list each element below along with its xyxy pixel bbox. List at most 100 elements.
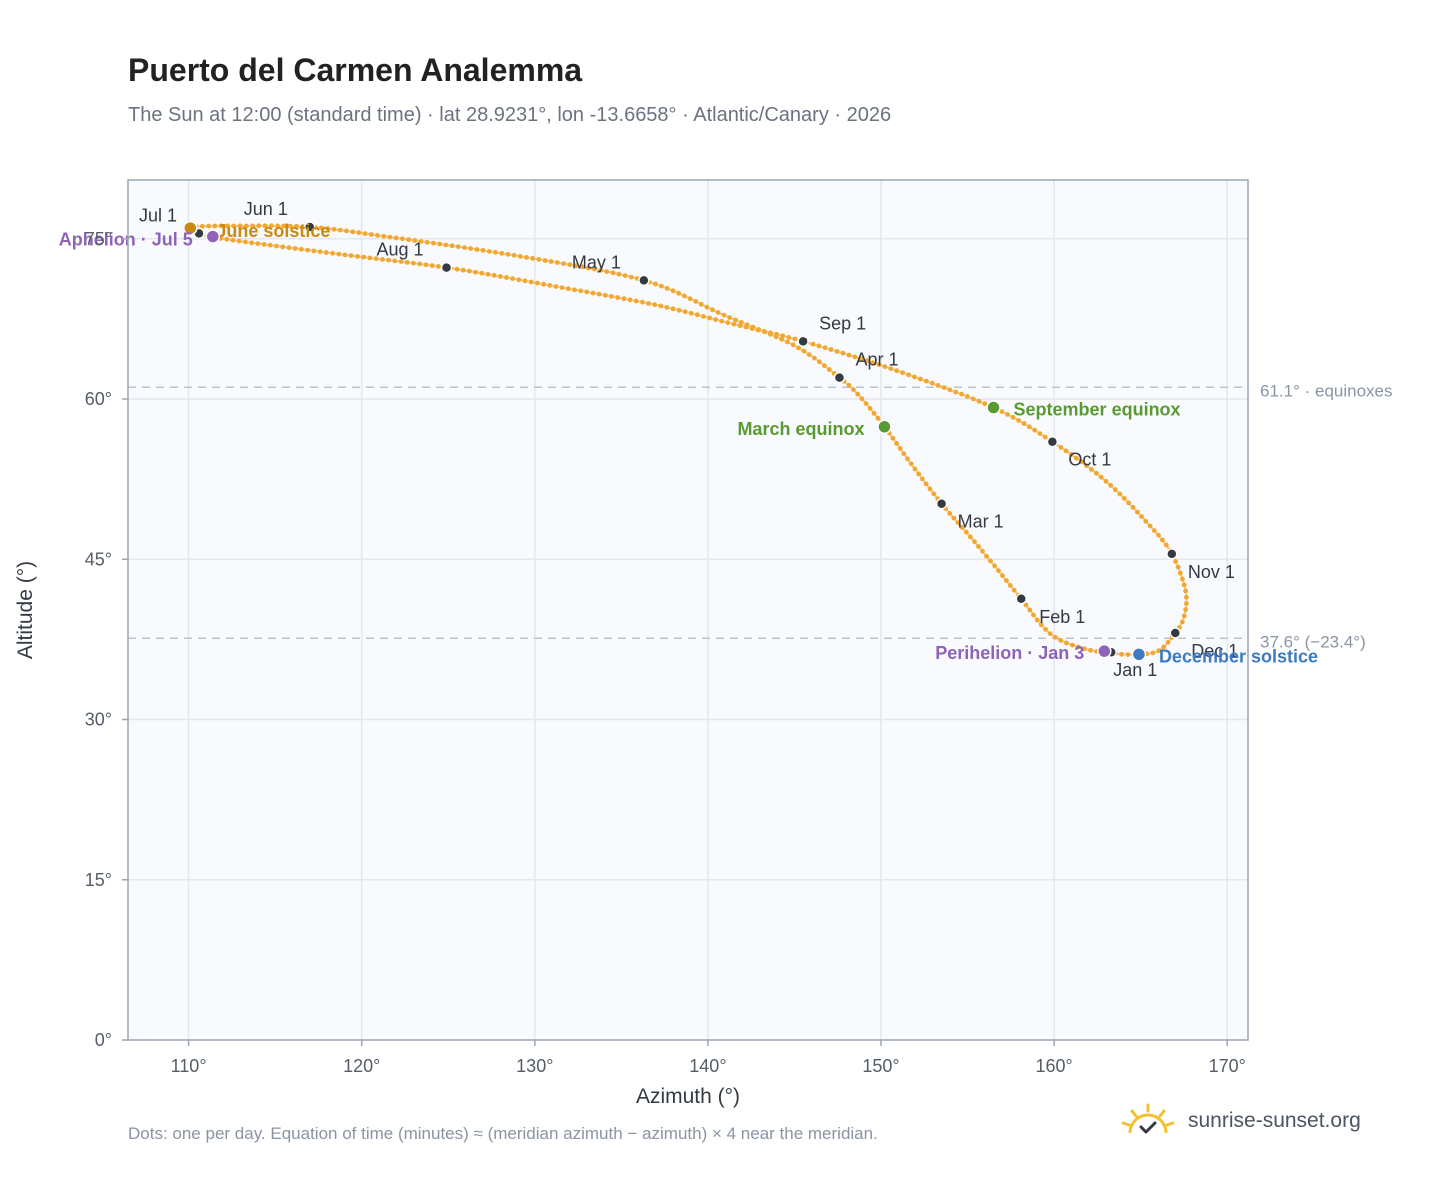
y-tick-label: 15° bbox=[85, 870, 112, 890]
daily-dot bbox=[1119, 651, 1124, 657]
month-marker bbox=[638, 274, 650, 287]
event-label: Aphelion · Jul 5 bbox=[59, 230, 193, 250]
daily-dot bbox=[585, 265, 591, 271]
daily-dot bbox=[984, 553, 989, 559]
daily-dot bbox=[528, 279, 534, 285]
daily-dot bbox=[1031, 612, 1036, 618]
daily-dot bbox=[1147, 523, 1153, 529]
event-marker bbox=[986, 400, 1001, 415]
daily-dot bbox=[480, 248, 486, 253]
daily-dot bbox=[417, 261, 423, 267]
x-tick-label: 130° bbox=[516, 1056, 553, 1076]
daily-dot bbox=[323, 250, 329, 255]
month-label: Jul 1 bbox=[139, 205, 177, 225]
daily-dot bbox=[1076, 644, 1081, 650]
daily-dot bbox=[1163, 542, 1169, 548]
daily-dot bbox=[610, 270, 616, 276]
daily-dot bbox=[1000, 573, 1005, 578]
daily-dot bbox=[737, 323, 743, 329]
brand[interactable]: sunrise-sunset.org bbox=[1120, 1103, 1361, 1139]
daily-dot bbox=[890, 435, 896, 441]
daily-dot bbox=[817, 359, 822, 365]
daily-dot bbox=[1181, 582, 1187, 588]
daily-dot bbox=[701, 314, 706, 319]
daily-dot bbox=[1073, 455, 1079, 461]
daily-dot bbox=[743, 324, 749, 330]
daily-dot bbox=[381, 233, 387, 239]
daily-dot bbox=[262, 223, 268, 229]
daily-dot bbox=[1151, 528, 1157, 533]
y-axis-label: Altitude (°) bbox=[14, 561, 37, 659]
daily-dot bbox=[652, 302, 658, 308]
reference-line-label: 37.6° (−23.4°) bbox=[1260, 632, 1366, 651]
daily-dot bbox=[801, 348, 807, 354]
daily-dot bbox=[871, 410, 877, 416]
daily-dot bbox=[454, 266, 460, 272]
daily-dot bbox=[927, 486, 933, 492]
daily-dot bbox=[1027, 424, 1032, 430]
daily-dot bbox=[941, 385, 947, 390]
daily-dot bbox=[955, 520, 961, 526]
daily-dot bbox=[900, 370, 905, 376]
daily-dot bbox=[1121, 496, 1127, 501]
daily-dot bbox=[1180, 619, 1185, 625]
daily-dot bbox=[567, 262, 573, 268]
daily-dot bbox=[317, 249, 323, 255]
daily-dot bbox=[627, 297, 633, 303]
event-label: September equinox bbox=[1014, 400, 1181, 420]
daily-dot bbox=[598, 267, 604, 273]
daily-dot bbox=[687, 296, 693, 302]
daily-dot bbox=[565, 286, 571, 292]
month-label: Aug 1 bbox=[377, 240, 424, 260]
daily-dot bbox=[267, 242, 273, 248]
daily-dot bbox=[1034, 617, 1040, 623]
daily-dot bbox=[749, 326, 755, 331]
daily-dot bbox=[972, 539, 977, 545]
daily-dot bbox=[855, 391, 861, 397]
daily-dot bbox=[999, 409, 1005, 414]
daily-dot bbox=[386, 257, 391, 263]
sun-logo-icon bbox=[1121, 1103, 1175, 1134]
daily-dot bbox=[1027, 607, 1033, 613]
daily-dot bbox=[579, 264, 585, 270]
reference-line-label: 61.1° · equinoxes bbox=[1260, 381, 1393, 400]
daily-dot bbox=[1088, 647, 1093, 653]
daily-dot bbox=[1139, 514, 1144, 519]
daily-dot bbox=[436, 264, 441, 269]
daily-dot bbox=[894, 368, 900, 374]
daily-dot bbox=[400, 236, 405, 242]
daily-dot bbox=[725, 320, 731, 326]
daily-dot bbox=[733, 317, 738, 323]
daily-dot bbox=[628, 274, 634, 280]
daily-dot bbox=[375, 233, 380, 238]
daily-dot bbox=[535, 280, 540, 286]
daily-dot bbox=[912, 374, 917, 380]
daily-dot bbox=[976, 544, 981, 549]
daily-dot bbox=[355, 254, 360, 259]
daily-dot bbox=[224, 236, 230, 242]
daily-dot bbox=[670, 306, 676, 312]
daily-dot bbox=[947, 387, 953, 393]
daily-dot bbox=[411, 260, 416, 266]
daily-dot bbox=[455, 244, 461, 250]
daily-dot bbox=[622, 273, 628, 278]
daily-dot bbox=[449, 243, 455, 249]
daily-dot bbox=[816, 343, 822, 349]
daily-dot bbox=[300, 224, 306, 230]
daily-dot bbox=[947, 511, 953, 516]
daily-dot bbox=[406, 237, 411, 243]
month-label: Dec 1 bbox=[1191, 641, 1238, 661]
daily-dot bbox=[380, 257, 385, 262]
daily-dot bbox=[970, 396, 976, 402]
event-marker bbox=[1097, 643, 1112, 659]
daily-dot bbox=[786, 335, 792, 340]
daily-dot bbox=[305, 247, 311, 253]
daily-dot bbox=[243, 223, 249, 229]
daily-dot bbox=[1005, 412, 1010, 417]
daily-dot bbox=[609, 294, 614, 299]
daily-dot bbox=[584, 289, 590, 295]
daily-dot bbox=[698, 301, 704, 307]
daily-dot bbox=[806, 352, 812, 357]
daily-dot bbox=[695, 312, 700, 318]
daily-dot bbox=[664, 286, 670, 291]
